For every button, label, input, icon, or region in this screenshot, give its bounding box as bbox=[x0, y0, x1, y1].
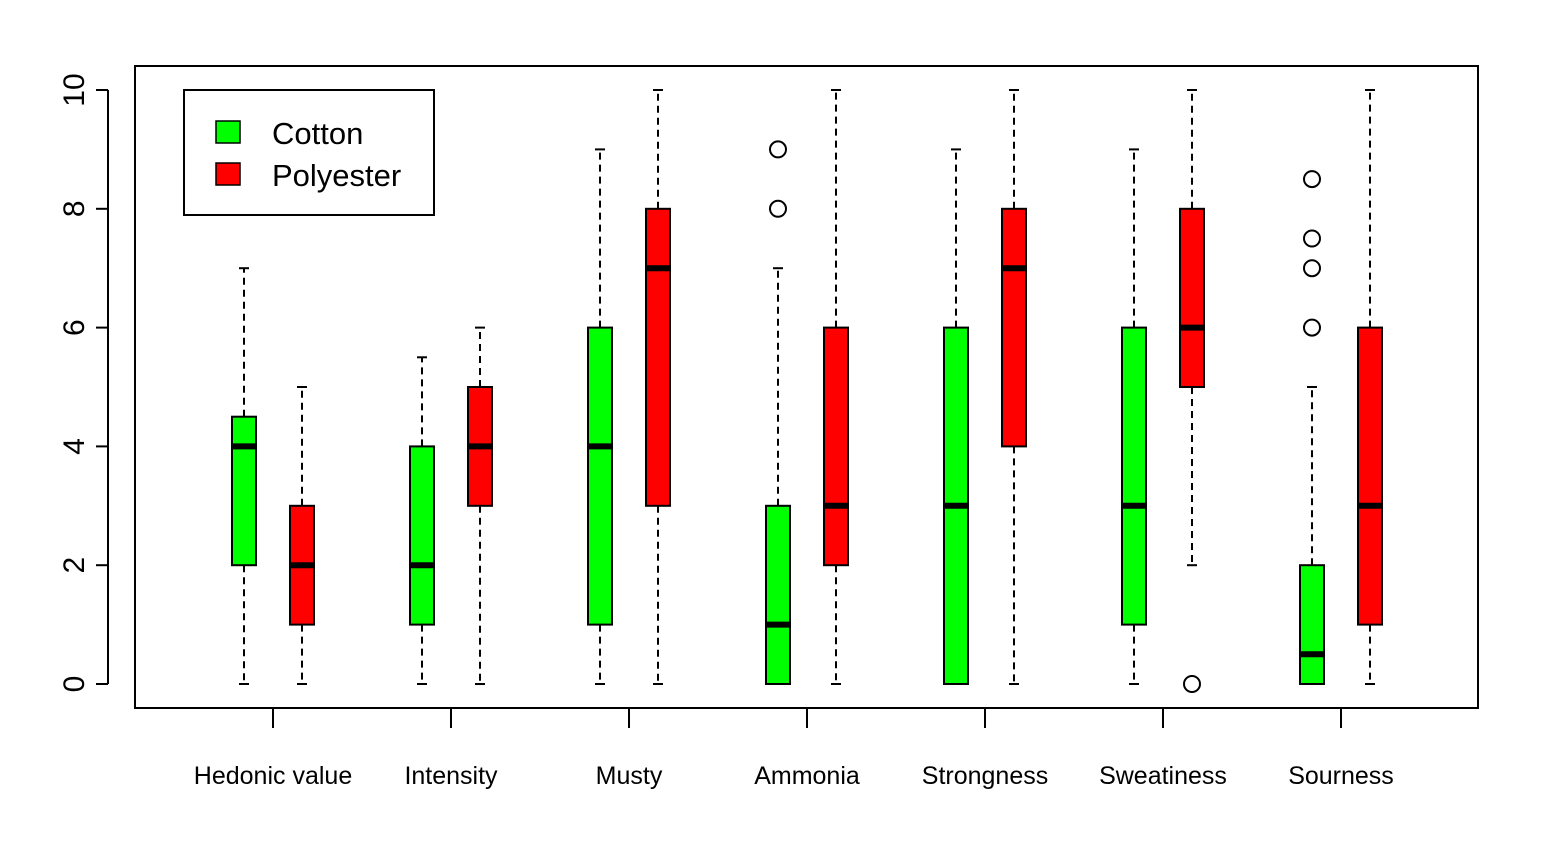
box-polyester-6 bbox=[1357, 89, 1383, 685]
legend-swatch-cotton bbox=[215, 120, 241, 144]
box-cotton-3 bbox=[765, 140, 791, 685]
x-tick-label: Strongness bbox=[922, 762, 1048, 790]
x-tick-label: Ammonia bbox=[754, 762, 860, 790]
box-cotton-1 bbox=[409, 356, 435, 685]
box-cotton-5 bbox=[1121, 148, 1147, 685]
y-tick-label: 0 bbox=[58, 676, 91, 693]
box-cotton-2 bbox=[587, 148, 613, 685]
box-iqr bbox=[645, 207, 671, 507]
box-iqr bbox=[1299, 564, 1325, 686]
outlier-point bbox=[769, 199, 787, 218]
x-tick-label: Hedonic value bbox=[194, 762, 352, 790]
box-polyester-4 bbox=[1001, 89, 1027, 685]
box-cotton-0 bbox=[231, 267, 257, 685]
box-iqr bbox=[587, 326, 613, 626]
y-axis: 0 2 4 6 8 10 bbox=[58, 73, 109, 693]
outlier-point bbox=[1303, 259, 1321, 278]
box-iqr bbox=[1357, 326, 1383, 626]
legend-swatch-polyester bbox=[215, 162, 241, 186]
box-polyester-3 bbox=[823, 89, 849, 685]
box-polyester-2 bbox=[645, 89, 671, 685]
outlier-point bbox=[1303, 170, 1321, 189]
box-polyester-1 bbox=[467, 326, 493, 685]
y-tick-label: 10 bbox=[58, 73, 91, 106]
legend-label-polyester: Polyester bbox=[272, 158, 401, 193]
legend: Cotton Polyester bbox=[183, 89, 435, 216]
x-tick-label: Musty bbox=[596, 762, 663, 790]
y-tick-label: 8 bbox=[58, 200, 91, 217]
boxes-layer bbox=[231, 89, 1383, 693]
x-tick-label: Intensity bbox=[404, 762, 498, 790]
y-tick-label: 4 bbox=[58, 438, 91, 455]
box-polyester-5 bbox=[1179, 89, 1205, 693]
outlier-point bbox=[1183, 675, 1201, 693]
y-tick-label: 6 bbox=[58, 319, 91, 336]
x-tick-label: Sourness bbox=[1288, 762, 1394, 790]
legend-frame bbox=[183, 89, 435, 216]
box-cotton-4 bbox=[943, 148, 969, 685]
x-axis: Hedonic value Intensity Musty Ammonia Strong… bbox=[194, 707, 1394, 790]
box-iqr bbox=[1001, 207, 1027, 448]
box-polyester-0 bbox=[289, 386, 315, 685]
y-tick-label: 2 bbox=[58, 557, 91, 574]
outlier-point bbox=[1303, 229, 1321, 248]
box-cotton-6 bbox=[1299, 170, 1325, 686]
x-tick-label: Sweatiness bbox=[1099, 762, 1227, 790]
outlier-point bbox=[769, 140, 787, 159]
box-iqr bbox=[765, 504, 791, 685]
outlier-point bbox=[1303, 318, 1321, 337]
box-iqr bbox=[231, 415, 257, 567]
box-iqr bbox=[409, 445, 435, 626]
legend-label-cotton: Cotton bbox=[272, 116, 363, 151]
box-iqr bbox=[823, 326, 849, 567]
box-iqr bbox=[1179, 207, 1205, 388]
box-iqr bbox=[1121, 326, 1147, 626]
